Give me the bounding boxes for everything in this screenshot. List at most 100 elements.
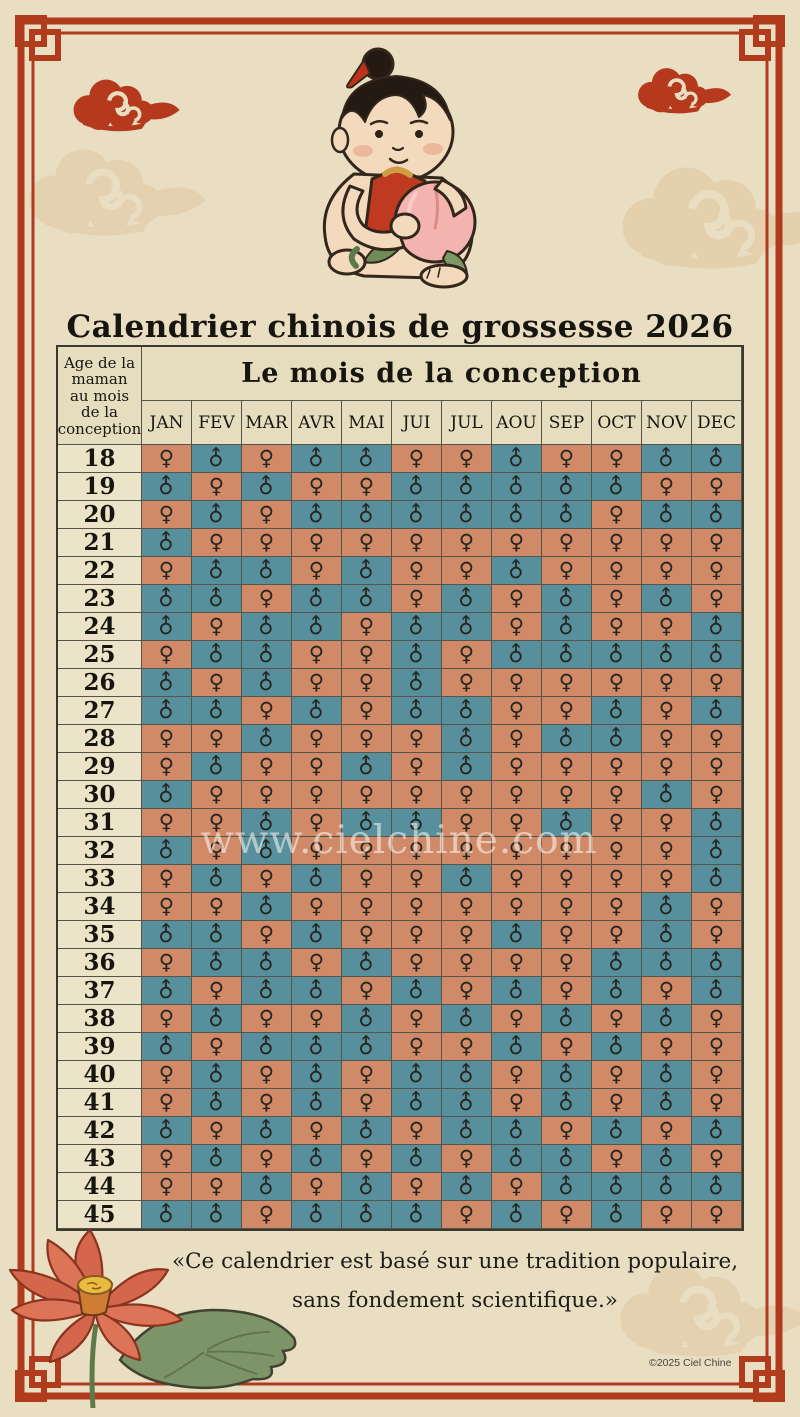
girl-cell: ♀ <box>492 529 542 557</box>
male-symbol-icon: ♂ <box>350 583 382 614</box>
female-symbol-icon: ♀ <box>608 1062 625 1086</box>
boy-cell: ♂ <box>142 779 192 809</box>
girl-cell: ♀ <box>692 529 742 557</box>
girl-cell: ♀ <box>392 1033 442 1061</box>
age-row-label: 37 <box>58 977 142 1005</box>
female-symbol-icon: ♀ <box>358 1090 375 1114</box>
age-row-label: 36 <box>58 949 142 977</box>
female-symbol-icon: ♀ <box>708 1202 725 1226</box>
boy-cell: ♂ <box>142 919 192 949</box>
male-symbol-icon: ♂ <box>700 835 732 866</box>
girl-cell: ♀ <box>592 1145 642 1173</box>
boy-cell: ♂ <box>242 555 292 585</box>
girl-cell: ♀ <box>292 753 342 781</box>
female-symbol-icon: ♀ <box>558 558 575 582</box>
female-symbol-icon: ♀ <box>458 446 475 470</box>
male-symbol-icon: ♂ <box>150 835 182 866</box>
age-column-header: Age de la maman au mois de la conception <box>58 347 142 445</box>
girl-cell: ♀ <box>492 1061 542 1089</box>
girl-cell: ♀ <box>642 557 692 585</box>
boy-cell: ♂ <box>642 919 692 949</box>
female-symbol-icon: ♀ <box>408 726 425 750</box>
age-row-label: 42 <box>58 1117 142 1145</box>
month-header-avr: AVR <box>292 401 342 445</box>
girl-cell: ♀ <box>692 1145 742 1173</box>
female-symbol-icon: ♀ <box>658 474 675 498</box>
female-symbol-icon: ♀ <box>158 558 175 582</box>
girl-cell: ♀ <box>392 1117 442 1145</box>
female-symbol-icon: ♀ <box>158 866 175 890</box>
female-symbol-icon: ♀ <box>458 642 475 666</box>
boy-cell: ♂ <box>442 1171 492 1201</box>
age-row-label: 29 <box>58 753 142 781</box>
boy-cell: ♂ <box>342 499 392 529</box>
girl-cell: ♀ <box>392 837 442 865</box>
age-row-label: 41 <box>58 1089 142 1117</box>
boy-cell: ♂ <box>442 751 492 781</box>
female-symbol-icon: ♀ <box>658 1118 675 1142</box>
boy-cell: ♂ <box>292 1199 342 1229</box>
female-symbol-icon: ♀ <box>158 642 175 666</box>
male-symbol-icon: ♂ <box>300 583 332 614</box>
girl-cell: ♀ <box>642 1033 692 1061</box>
girl-cell: ♀ <box>442 669 492 697</box>
male-symbol-icon: ♂ <box>350 1199 382 1230</box>
male-symbol-icon: ♂ <box>350 1031 382 1062</box>
baby-knee <box>327 248 367 276</box>
female-symbol-icon: ♀ <box>458 670 475 694</box>
male-symbol-icon: ♂ <box>300 1087 332 1118</box>
boy-cell: ♂ <box>692 695 742 725</box>
girl-cell: ♀ <box>442 977 492 1005</box>
male-symbol-icon: ♂ <box>200 863 232 894</box>
female-symbol-icon: ♀ <box>608 558 625 582</box>
boy-cell: ♂ <box>542 723 592 753</box>
boy-cell: ♂ <box>192 583 242 613</box>
female-symbol-icon: ♀ <box>308 838 325 862</box>
girl-cell: ♀ <box>642 613 692 641</box>
girl-cell: ♀ <box>542 697 592 725</box>
girl-cell: ♀ <box>542 949 592 977</box>
male-symbol-icon: ♂ <box>550 499 582 530</box>
boy-cell: ♂ <box>342 555 392 585</box>
boy-cell: ♂ <box>692 807 742 837</box>
boy-cell: ♂ <box>192 919 242 950</box>
female-symbol-icon: ♀ <box>508 698 525 722</box>
male-symbol-icon: ♂ <box>350 1171 382 1202</box>
female-symbol-icon: ♀ <box>308 726 325 750</box>
male-symbol-icon: ♂ <box>200 919 232 950</box>
male-symbol-icon: ♂ <box>650 779 682 810</box>
boy-cell: ♂ <box>292 1087 342 1118</box>
boy-cell: ♂ <box>692 1115 742 1145</box>
boy-cell: ♂ <box>392 667 442 697</box>
female-symbol-icon: ♀ <box>208 894 225 918</box>
female-symbol-icon: ♀ <box>608 866 625 890</box>
female-symbol-icon: ♀ <box>608 502 625 526</box>
male-symbol-icon: ♂ <box>200 1087 232 1118</box>
girl-cell: ♀ <box>292 725 342 753</box>
male-symbol-icon: ♂ <box>500 975 532 1006</box>
lotus-seedpod-top <box>77 1275 113 1295</box>
boy-cell: ♂ <box>642 1003 692 1033</box>
boy-cell: ♂ <box>442 1003 492 1033</box>
girl-cell: ♀ <box>342 893 392 921</box>
girl-cell: ♀ <box>542 865 592 893</box>
male-symbol-icon: ♂ <box>600 471 632 502</box>
female-symbol-icon: ♀ <box>408 838 425 862</box>
boy-cell: ♂ <box>192 695 242 725</box>
girl-cell: ♀ <box>492 809 542 837</box>
girl-cell: ♀ <box>642 809 692 837</box>
boy-cell: ♂ <box>642 1171 692 1201</box>
male-symbol-icon: ♂ <box>350 1115 382 1146</box>
girl-cell: ♀ <box>592 865 642 893</box>
age-row-label: 40 <box>58 1061 142 1089</box>
girl-cell: ♀ <box>392 585 442 613</box>
girl-cell: ♀ <box>442 809 492 837</box>
boy-cell: ♂ <box>592 639 642 669</box>
girl-cell: ♀ <box>492 585 542 613</box>
age-row-label: 39 <box>58 1033 142 1061</box>
female-symbol-icon: ♀ <box>558 446 575 470</box>
boy-cell: ♂ <box>242 667 292 697</box>
male-symbol-icon: ♂ <box>150 1199 182 1230</box>
male-symbol-icon: ♂ <box>650 639 682 670</box>
girl-cell: ♀ <box>392 865 442 893</box>
